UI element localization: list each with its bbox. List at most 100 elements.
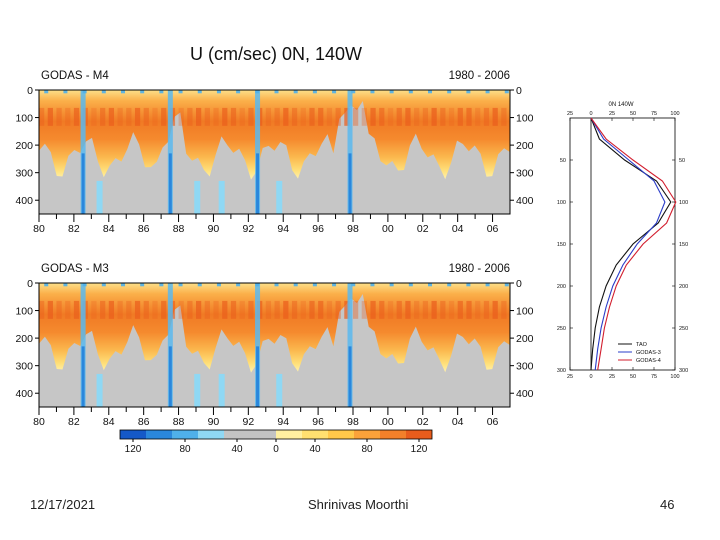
surface-cool-patch: [63, 90, 68, 94]
colorbar-label: 120: [411, 444, 428, 455]
legend-label: GODAS-4: [636, 358, 661, 364]
surface-cool-patch: [63, 283, 68, 287]
colorbar-cell: [224, 430, 250, 439]
colorbar-cell: [146, 430, 172, 439]
surface-cool-patch: [159, 283, 164, 287]
surface-cool-patch: [351, 283, 356, 287]
surface-cool-patch: [140, 90, 145, 94]
core-cell: [309, 107, 315, 126]
core-cell: [466, 300, 472, 319]
deep-cool-patch: [276, 180, 283, 214]
x-tick-label: 00: [382, 416, 394, 428]
core-cell: [483, 107, 490, 126]
core-cell: [475, 107, 481, 126]
core-cell: [387, 300, 394, 319]
surface-cool-patch: [312, 90, 317, 94]
reversal-streak: [167, 90, 173, 214]
surface-cool-patch: [44, 283, 49, 287]
x-tick-label: 90: [208, 223, 220, 235]
core-cell: [222, 107, 228, 126]
core-cell: [134, 107, 141, 126]
core-cell: [318, 107, 324, 126]
colorbar-cell: [380, 430, 406, 439]
core-cell: [161, 300, 167, 319]
panel-label-m4: GODAS - M4: [41, 70, 109, 82]
surface-cool-patch: [504, 283, 509, 287]
profile-y-tick-label-left: 100: [557, 200, 566, 206]
surface-cool-patch: [466, 90, 471, 94]
core-cell: [108, 300, 115, 319]
core-cell: [56, 300, 62, 319]
profile-title: 0N 140W: [608, 102, 633, 108]
profile-x-tick-label-bottom: 25: [567, 374, 573, 380]
profile-y-tick-label-right: 250: [679, 326, 688, 332]
core-cell: [283, 300, 289, 319]
core-cell: [414, 300, 420, 319]
y-tick-label-right: 300: [516, 361, 534, 373]
core-cell: [475, 300, 481, 319]
core-cell: [431, 107, 437, 126]
surface-cool-patch: [255, 283, 260, 287]
core-cell: [501, 300, 507, 319]
colorbar-cell: [250, 430, 276, 439]
surface-cool-patch: [447, 90, 452, 94]
legend-label: TAO: [636, 342, 648, 348]
y-tick-label-left: 0: [27, 278, 33, 290]
colorbar-cell: [198, 430, 224, 439]
core-cell: [91, 107, 97, 126]
colorbar-label: 0: [273, 444, 279, 455]
footer-page-number: 46: [660, 497, 675, 512]
core-cell: [134, 300, 141, 319]
core-cell: [230, 300, 237, 319]
reversal-streak: [255, 283, 261, 407]
profile-y-tick-label-left: 150: [557, 242, 566, 248]
core-cell: [178, 107, 184, 126]
surface-cool-patch: [312, 283, 317, 287]
core-cell: [100, 300, 106, 319]
core-cell: [353, 300, 359, 319]
core-cell: [248, 107, 254, 126]
y-tick-label-right: 200: [516, 140, 534, 152]
y-tick-label-left: 300: [15, 168, 33, 180]
profile-line-godas-3: [590, 117, 666, 371]
core-cell: [143, 107, 149, 126]
footer-date: 12/17/2021: [30, 497, 96, 512]
x-tick-label: 06: [487, 223, 499, 235]
core-cell: [56, 107, 62, 126]
y-tick-label-left: 0: [27, 85, 33, 97]
core-cell: [274, 300, 280, 319]
surface-cool-patch: [428, 90, 433, 94]
core-cell: [126, 300, 132, 319]
profile-x-tick-label-bottom: 75: [651, 374, 657, 380]
core-cell: [405, 300, 411, 319]
core-cell: [39, 300, 45, 319]
x-tick-label: 98: [347, 223, 359, 235]
surface-cool-patch: [216, 283, 221, 287]
x-tick-label: 92: [242, 416, 254, 428]
x-tick-label: 86: [138, 416, 150, 428]
profile-x-tick-label-bottom: 0: [589, 374, 592, 380]
surface-cool-patch: [293, 90, 298, 94]
core-cell: [370, 300, 376, 319]
surface-cool-patch: [408, 283, 413, 287]
core-cell: [326, 300, 333, 319]
reversal-core: [81, 153, 85, 214]
core-cell: [39, 107, 45, 126]
x-tick-label: 04: [452, 416, 464, 428]
colorbar-label: 40: [231, 444, 243, 455]
colorbar-cell: [120, 430, 146, 439]
x-tick-label: 80: [33, 416, 45, 428]
core-cell: [91, 300, 97, 319]
x-tick-label: 86: [138, 223, 150, 235]
core-cell: [73, 107, 80, 126]
surface-cool-patch: [293, 283, 298, 287]
core-cell: [440, 300, 446, 319]
surface-cool-patch: [485, 90, 490, 94]
core-cell: [265, 300, 272, 319]
x-tick-label: 94: [277, 223, 289, 235]
surface-cool-patch: [197, 90, 202, 94]
surface-cool-patch: [466, 283, 471, 287]
profile-y-tick-label-left: 250: [557, 326, 566, 332]
core-cell: [309, 300, 315, 319]
x-tick-label: 88: [173, 223, 185, 235]
